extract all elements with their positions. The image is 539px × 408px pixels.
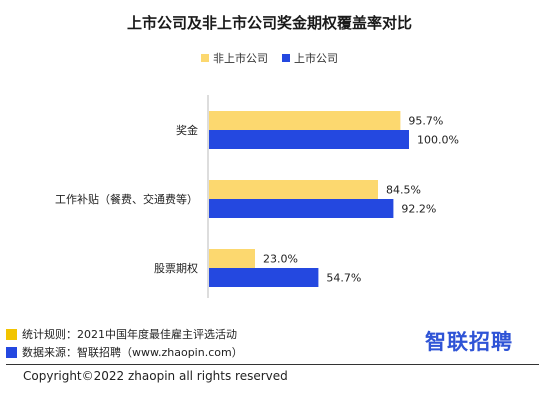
data-label: 92.2%	[401, 203, 436, 216]
footer-note-source-marker	[6, 346, 17, 358]
data-label: 95.7%	[408, 115, 443, 128]
legend-item-unlisted: 非上市公司	[201, 50, 268, 66]
category-label: 奖金	[176, 123, 198, 137]
bar-chart: 奖金 95.7% 100.0% 工作补贴（餐费、交通费等） 84.5% 92.2% 股票期权…	[55, 95, 459, 298]
category-label: 工作补贴（餐费、交通费等）	[55, 192, 198, 206]
bar-unlisted	[209, 180, 378, 199]
legend-swatch-listed	[282, 54, 290, 62]
data-label: 84.5%	[386, 184, 421, 197]
bar-listed	[209, 199, 394, 218]
footer-note-rule-text: 统计规则：2021中国年度最佳雇主评选活动	[22, 328, 237, 341]
data-label: 100.0%	[417, 134, 459, 147]
bar-listed	[209, 130, 409, 149]
bar-unlisted	[209, 249, 255, 268]
data-label: 23.0%	[263, 253, 298, 266]
category-label: 股票期权	[154, 262, 198, 275]
footer-divider	[6, 364, 539, 365]
footer-note-rule-marker	[6, 328, 17, 340]
bar-listed	[209, 268, 319, 287]
copyright-text: Copyright©2022 zhaopin all rights reserv…	[23, 369, 288, 383]
data-label: 54.7%	[326, 272, 361, 285]
brand-logo-text: 智联招聘	[425, 330, 513, 354]
legend-label-listed: 上市公司	[294, 52, 338, 65]
legend-label-unlisted: 非上市公司	[213, 52, 268, 65]
chart-title: 上市公司及非上市公司奖金期权覆盖率对比	[126, 14, 412, 32]
chart-legend: 非上市公司 上市公司	[0, 50, 539, 66]
footer-note-source-text: 数据来源：智联招聘（www.zhaopin.com）	[22, 346, 243, 359]
bar-unlisted	[209, 111, 401, 130]
footer-note-source: 数据来源：智联招聘（www.zhaopin.com）	[6, 344, 243, 360]
legend-swatch-unlisted	[201, 54, 209, 62]
legend-item-listed: 上市公司	[282, 50, 338, 66]
footer-note-rule: 统计规则：2021中国年度最佳雇主评选活动	[6, 326, 237, 342]
